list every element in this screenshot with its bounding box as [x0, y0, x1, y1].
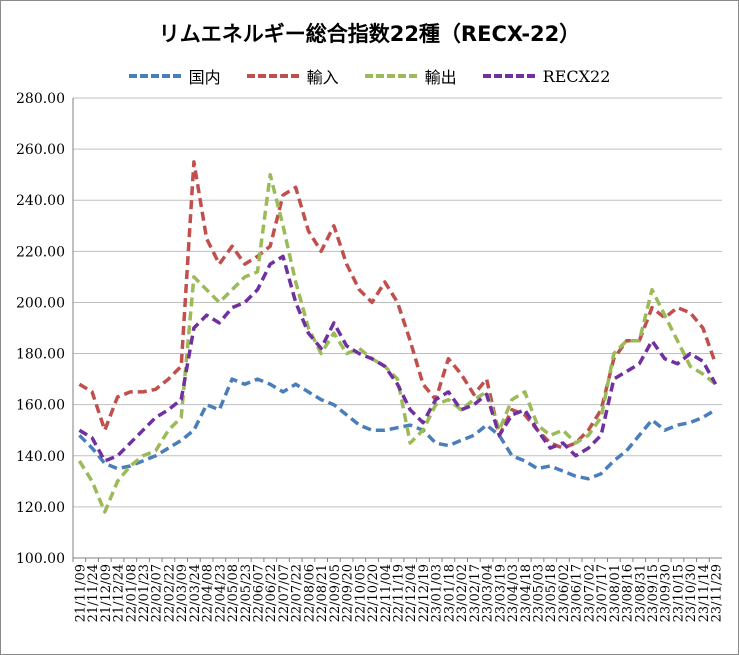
x-tick-label: 21/12/24 [112, 564, 127, 622]
series-line-1 [78, 160, 718, 450]
legend: 国内 輸入 輸出 RECX22 [0, 64, 739, 88]
x-tick-label: 23/07/02 [582, 564, 597, 622]
legend-label: 国内 [188, 68, 221, 87]
y-tick-label: 160.00 [16, 398, 65, 414]
series-line-0 [78, 377, 717, 481]
y-tick-label: 260.00 [16, 142, 65, 158]
x-tick-label: 22/08/06 [302, 564, 317, 622]
x-tick-label: 22/11/04 [379, 564, 394, 622]
x-tick-label: 23/04/18 [519, 564, 534, 622]
x-tick-label: 23/09/30 [659, 564, 674, 622]
x-tick-label: 22/10/05 [353, 564, 368, 622]
x-tick-label: 23/11/29 [710, 564, 725, 622]
x-tick-label: 22/07/22 [290, 564, 305, 622]
legend-label: 輸出 [424, 68, 457, 87]
series-line-2 [77, 172, 717, 514]
x-tick-label: 23/10/30 [684, 564, 699, 622]
y-tick-label: 220.00 [16, 244, 65, 260]
x-tick-label: 23/03/19 [493, 564, 508, 622]
x-tick-label: 23/01/03 [430, 564, 445, 622]
x-tick-label: 23/08/16 [621, 564, 636, 622]
x-tick-label: 22/02/22 [162, 564, 177, 622]
x-tick-label: 22/03/09 [175, 564, 190, 622]
y-tick-label: 120.00 [16, 500, 65, 516]
x-tick-label: 22/07/07 [277, 564, 292, 622]
legend-label: RECX22 [542, 66, 611, 86]
x-tick-label: 21/11/09 [73, 564, 88, 622]
y-tick-label: 240.00 [16, 193, 65, 209]
x-tick-label: 22/08/21 [315, 564, 330, 622]
x-tick-label: 23/06/17 [570, 564, 585, 622]
x-tick-label: 22/09/05 [328, 564, 343, 622]
x-tick-label: 22/10/20 [366, 564, 381, 622]
y-tick-label: 180.00 [16, 347, 65, 363]
x-tick-label: 23/01/18 [442, 564, 457, 622]
x-tick-label: 22/02/07 [150, 564, 165, 622]
x-tick-label: 23/10/15 [671, 564, 686, 622]
x-tick-label: 23/05/18 [544, 564, 559, 622]
x-tick-label: 23/06/02 [557, 564, 572, 622]
legend-swatch [246, 74, 299, 78]
x-tick-label: 22/01/23 [137, 564, 152, 622]
legend-swatch [364, 74, 417, 78]
x-tick-label: 22/12/04 [404, 564, 419, 622]
x-tick-label: 23/05/03 [531, 564, 546, 622]
x-tick-label: 22/12/19 [417, 564, 432, 622]
x-tick-label: 22/06/22 [264, 564, 279, 622]
x-tick-label: 23/02/02 [455, 564, 470, 622]
x-tick-label: 22/05/08 [226, 564, 241, 622]
x-tick-label: 23/11/14 [697, 564, 712, 622]
x-tick-label: 23/08/31 [633, 564, 648, 622]
x-tick-label: 23/09/15 [646, 564, 661, 622]
legend-item-domestic: 国内 [128, 64, 221, 88]
legend-item-recx22: RECX22 [482, 64, 611, 88]
legend-swatch [482, 74, 535, 78]
x-tick-label: 22/04/08 [201, 564, 216, 622]
x-tick-label: 22/05/23 [239, 564, 254, 622]
y-tick-label: 200.00 [16, 295, 65, 311]
chart-title: リムエネルギー総合指数22種（RECX-22） [158, 22, 581, 46]
x-tick-label: 23/04/03 [506, 564, 521, 622]
y-tick-label: 280.00 [16, 91, 65, 107]
legend-label: 輸入 [306, 68, 339, 87]
x-tick-label: 22/03/24 [188, 564, 203, 622]
x-tick-label: 22/04/23 [213, 564, 228, 622]
x-tick-label: 23/02/17 [468, 564, 483, 622]
x-tick-label: 22/09/20 [341, 564, 356, 622]
x-tick-label: 22/06/07 [252, 564, 267, 622]
x-tick-label: 21/11/24 [86, 564, 101, 622]
x-tick-label: 23/07/17 [595, 564, 610, 622]
axis-lines [72, 98, 722, 559]
legend-swatch [128, 74, 181, 78]
y-tick-label: 100.00 [16, 551, 65, 567]
x-tick-label: 22/01/08 [124, 564, 139, 622]
legend-item-export: 輸出 [364, 64, 457, 88]
legend-item-import: 輸入 [246, 64, 339, 88]
y-tick-label: 140.00 [16, 449, 65, 465]
series-line-3 [78, 254, 718, 463]
x-tick-label: 23/03/04 [481, 564, 496, 622]
x-tick-label: 23/08/01 [608, 564, 623, 622]
x-tick-label: 22/11/19 [392, 564, 407, 622]
x-tick-label: 21/12/09 [99, 564, 114, 622]
